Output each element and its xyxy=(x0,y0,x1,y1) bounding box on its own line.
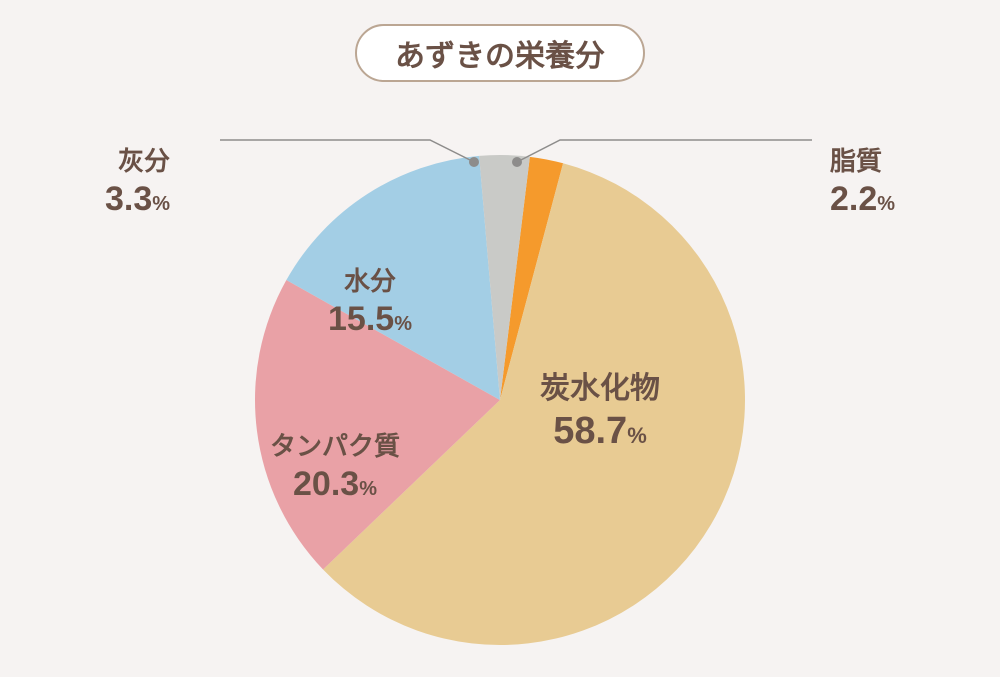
slice-label-value: 15.5% xyxy=(328,298,412,341)
slice-label-value: 20.3% xyxy=(270,463,400,506)
slice-label: 脂質2.2% xyxy=(830,145,895,220)
pie-chart-svg xyxy=(0,0,1000,677)
slice-label-name: 水分 xyxy=(328,265,412,298)
leader-line xyxy=(220,140,474,162)
slice-label-name: 炭水化物 xyxy=(540,370,660,408)
slice-label: タンパク質20.3% xyxy=(270,430,400,505)
slice-label: 炭水化物58.7% xyxy=(540,370,660,455)
leader-dot xyxy=(469,157,479,167)
slice-label-value: 58.7% xyxy=(540,408,660,456)
slice-label-name: 脂質 xyxy=(830,145,895,178)
leader-line xyxy=(517,140,812,162)
slice-label-name: タンパク質 xyxy=(270,430,400,463)
slice-label: 水分15.5% xyxy=(328,265,412,340)
slice-label: 灰分3.3% xyxy=(105,145,170,220)
slice-label-value: 2.2% xyxy=(830,178,895,221)
percent-suffix: % xyxy=(877,193,895,215)
leader-dot xyxy=(512,157,522,167)
percent-suffix: % xyxy=(394,313,412,335)
percent-suffix: % xyxy=(627,423,647,448)
percent-suffix: % xyxy=(359,478,377,500)
percent-suffix: % xyxy=(152,193,170,215)
chart-canvas: あずきの栄養分 炭水化物58.7%タンパク質20.3%水分15.5%脂質2.2%… xyxy=(0,0,1000,677)
slice-label-value: 3.3% xyxy=(105,178,170,221)
slice-label-name: 灰分 xyxy=(105,145,170,178)
